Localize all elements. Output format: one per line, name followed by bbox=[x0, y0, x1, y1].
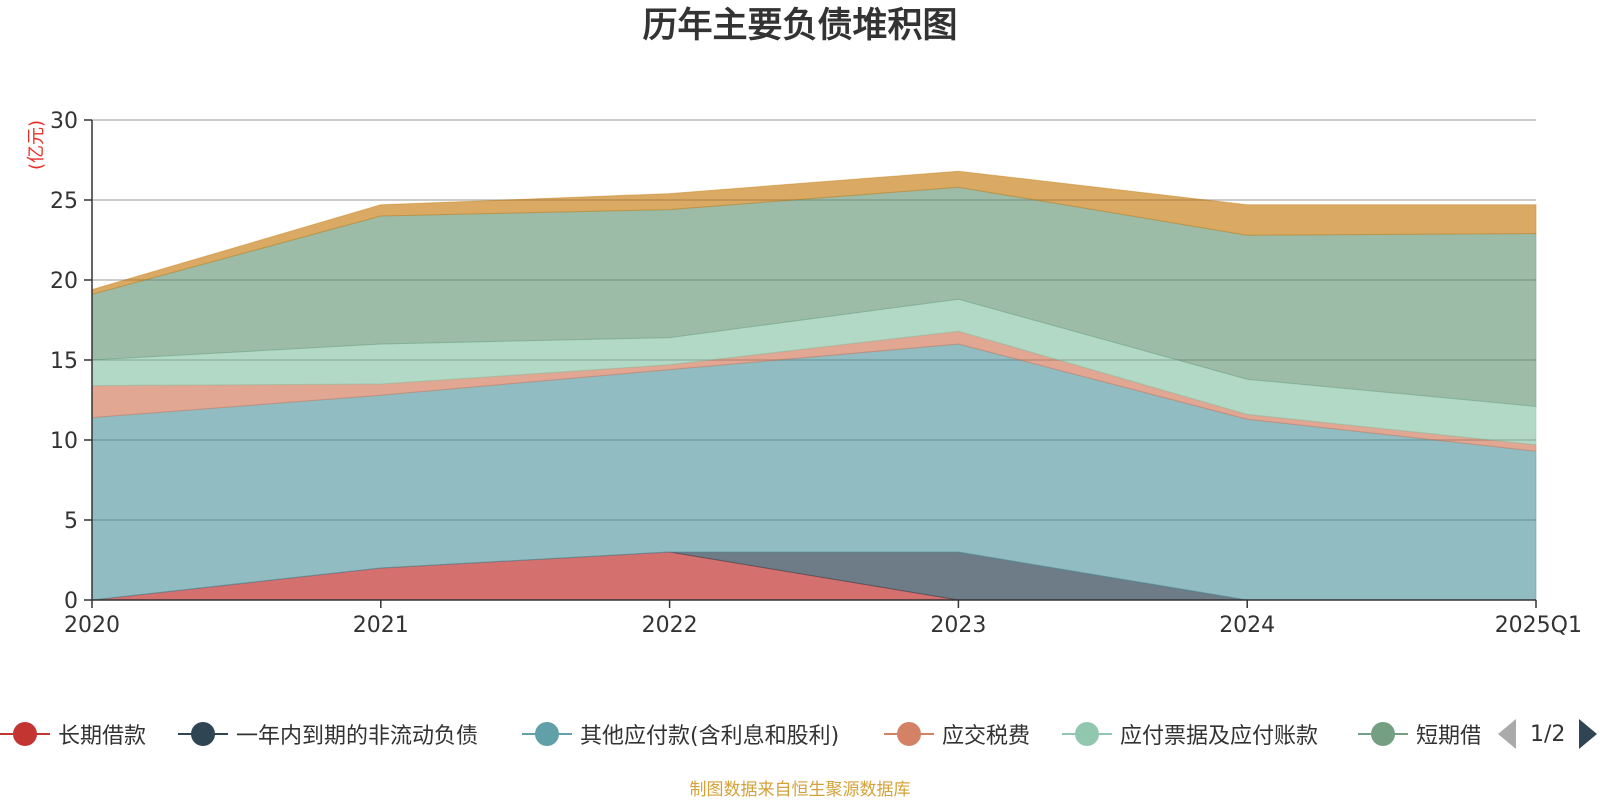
legend-marker-icon bbox=[0, 714, 50, 754]
x-tick-label: 2021 bbox=[353, 613, 409, 638]
data-source-note: 制图数据来自恒生聚源数据库 bbox=[689, 780, 911, 800]
legend-marker-icon bbox=[1358, 714, 1408, 754]
legend-label: 其他应付款(含利息和股利) bbox=[580, 724, 840, 749]
x-tick-label: 2020 bbox=[64, 613, 120, 638]
legend-item[interactable]: 应付票据及应付账款 bbox=[1062, 714, 1318, 754]
x-tick-label: 2024 bbox=[1219, 613, 1275, 638]
legend-label: 应交税费 bbox=[942, 724, 1031, 749]
chart-title: 历年主要负债堆积图 bbox=[642, 6, 958, 46]
legend-prev-page-button[interactable] bbox=[1498, 719, 1516, 749]
legend-label: 一年内到期的非流动负债 bbox=[236, 724, 479, 749]
legend-next-page-button[interactable] bbox=[1579, 719, 1598, 749]
axes: 0 5 10 15 20 25 30 2020 2021 2022 2023 2024 2025Q1 bbox=[50, 109, 1582, 638]
y-tick-label: 15 bbox=[50, 349, 78, 374]
legend-marker-icon bbox=[884, 714, 934, 754]
x-tick-label: 2022 bbox=[642, 613, 698, 638]
legend-items: 长期借款 一年内到期的非流动负债 其他应付款(含利息和股利) 应交税费 应付票据及应付账… bbox=[0, 714, 1480, 754]
legend-item[interactable]: 应交税费 bbox=[884, 714, 1030, 754]
y-tick-label: 25 bbox=[50, 189, 78, 214]
y-tick-label: 10 bbox=[50, 429, 78, 454]
legend-label: 长期借款 bbox=[58, 724, 147, 749]
area-series bbox=[91, 119, 1537, 601]
area-series-6 bbox=[91, 170, 1537, 296]
legend-page-indicator: 1/2 bbox=[1530, 721, 1566, 747]
y-tick-label: 20 bbox=[50, 269, 78, 294]
stacked-area-chart: 0 5 10 15 20 25 30 2020 2021 2022 2023 2024 2025Q1 bbox=[50, 109, 1582, 638]
legend-marker-icon bbox=[1062, 714, 1112, 754]
y-tick-label: 30 bbox=[50, 109, 78, 134]
y-tick-label: 0 bbox=[64, 589, 78, 614]
legend-label: 应付票据及应付账款 bbox=[1120, 724, 1319, 749]
y-tick-label: 5 bbox=[64, 509, 78, 534]
legend-item[interactable]: 一年内到期的非流动负债 bbox=[178, 714, 478, 754]
legend-item[interactable]: 短期借款 bbox=[1358, 714, 1480, 754]
legend-item[interactable]: 其他应付款(含利息和股利) bbox=[522, 714, 839, 754]
x-tick-label: 2025Q1 bbox=[1495, 613, 1582, 638]
legend-label: 短期借款 bbox=[1416, 724, 1480, 749]
legend-marker-icon bbox=[178, 714, 228, 754]
legend: 长期借款 一年内到期的非流动负债 其他应付款(含利息和股利) 应交税费 应付票据及应付账… bbox=[0, 714, 1600, 754]
legend-marker-icon bbox=[522, 714, 572, 754]
x-tick-label: 2023 bbox=[930, 613, 986, 638]
legend-pager: 1/2 bbox=[1498, 714, 1598, 754]
legend-item[interactable]: 长期借款 bbox=[0, 714, 146, 754]
